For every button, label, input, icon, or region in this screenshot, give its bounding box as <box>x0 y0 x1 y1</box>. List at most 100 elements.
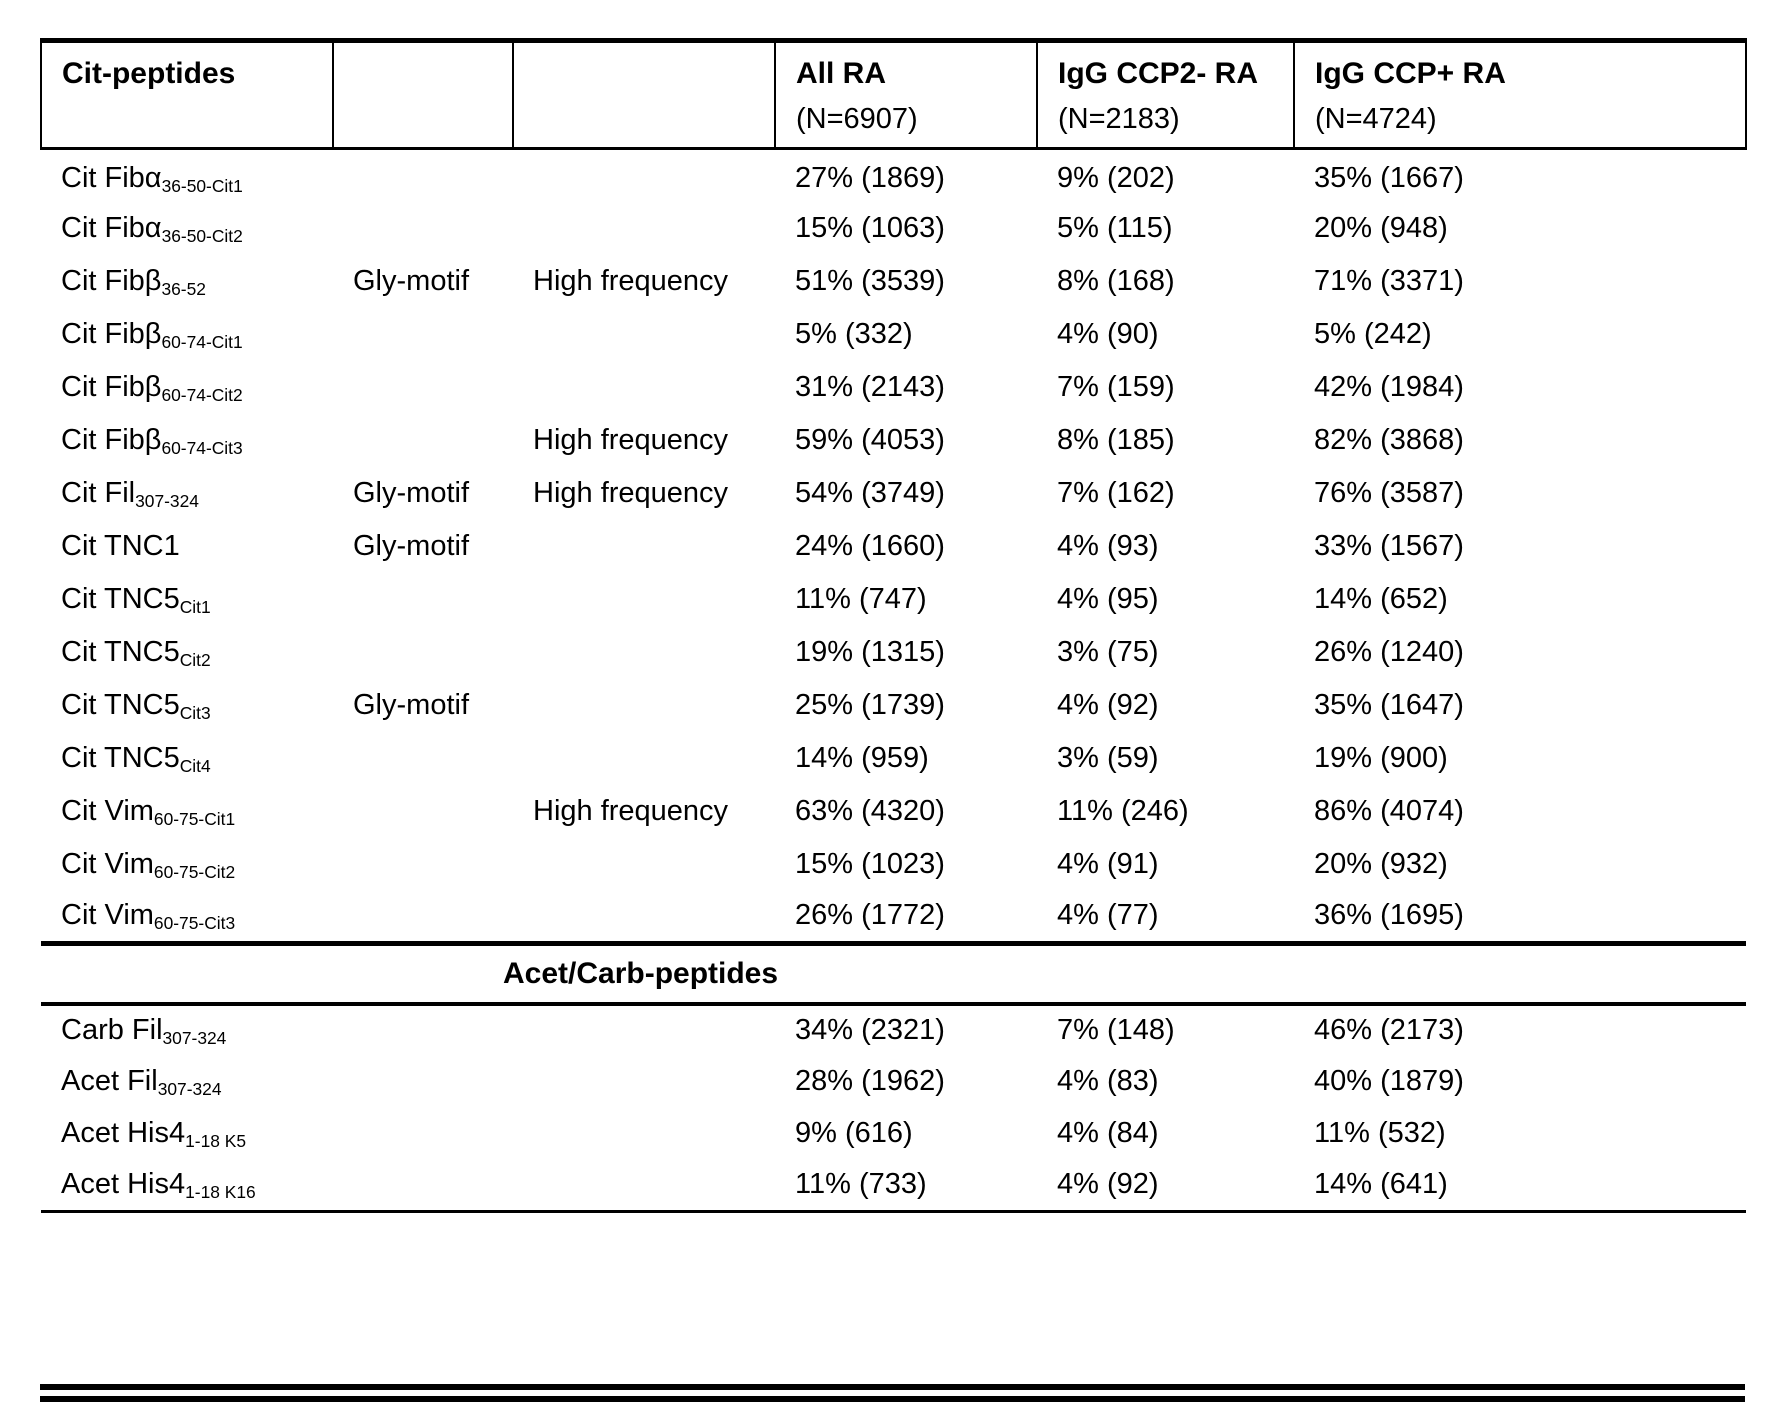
high-frequency-cell: High frequency <box>533 264 729 297</box>
peptide-name: Cit TNC5 <box>61 741 180 774</box>
gly-motif-cell <box>333 1004 513 1056</box>
high-frequency-cell <box>513 732 775 785</box>
gly-motif-cell <box>333 149 513 202</box>
gly-motif-cell: Gly-motif <box>353 476 469 509</box>
header-ccp-pos-label: IgG CCP+ RA <box>1315 57 1506 90</box>
peptide-name-cell: Cit TNC5Cit1 <box>41 573 333 626</box>
table-row: Acet His41-18 K5 9% (616) 4% (84) 11% (532) <box>41 1108 1746 1160</box>
table-row: Cit Fibα36-50-Cit1 27% (1869) 9% (202) 35% … <box>41 149 1746 202</box>
gly-motif-cell <box>333 732 513 785</box>
ccp-pos-value: 20% (948) <box>1314 211 1448 244</box>
table-row: Cit Fibα36-50-Cit2 15% (1063) 5% (115) 20% … <box>41 202 1746 255</box>
peptide-name-subscript: 36-52 <box>161 278 206 299</box>
header-cell-ccp2-neg: IgG CCP2- RA (N=2183) <box>1036 38 1295 150</box>
peptide-name-cell: Cit Fil307-324 <box>41 467 333 520</box>
all-ra-value: 24% (1660) <box>795 529 945 562</box>
table-row: Cit Fibβ60-74-Cit3 High frequency 59% (405… <box>41 414 1746 467</box>
peptide-name-subscript: 60-75-Cit3 <box>153 913 236 934</box>
all-ra-value: 31% (2143) <box>795 370 945 403</box>
gly-motif-cell <box>333 202 513 255</box>
high-frequency-cell <box>513 1159 775 1213</box>
header-all-ra-label: All RA <box>796 57 886 90</box>
high-frequency-cell <box>513 1004 775 1056</box>
all-ra-value: 19% (1315) <box>795 635 945 668</box>
all-ra-value: 11% (747) <box>795 582 927 615</box>
section-band: Acet/Carb-peptides <box>41 941 1746 1006</box>
peptide-name: Cit Fibα <box>61 211 162 244</box>
peptide-name: Cit Vim <box>61 794 154 827</box>
header-cit-peptides-label: Cit-peptides <box>62 57 236 90</box>
peptide-name-cell: Cit Fibβ60-74-Cit2 <box>41 361 333 414</box>
ccp2-neg-value: 4% (83) <box>1057 1065 1159 1097</box>
header-cell-motif-empty <box>332 38 514 150</box>
ccp-pos-value: 86% (4074) <box>1314 794 1464 827</box>
peptide-name-subscript: 60-75-Cit1 <box>153 808 236 829</box>
table-row: Cit Fibβ36-52 Gly-motif High frequency 51% … <box>41 255 1746 308</box>
ccp2-neg-value: 4% (90) <box>1057 317 1159 350</box>
peptide-name-cell: Acet Fil307-324 <box>41 1056 333 1108</box>
peptide-name-subscript: 307-324 <box>162 1027 227 1048</box>
peptide-name-cell: Cit TNC5Cit4 <box>41 732 333 785</box>
ccp-pos-value: 5% (242) <box>1314 317 1432 350</box>
gly-motif-cell <box>333 891 513 944</box>
gly-motif-cell: Gly-motif <box>353 264 469 297</box>
ccp2-neg-value: 8% (185) <box>1057 423 1175 456</box>
table-row: Cit Vim60-75-Cit3 26% (1772) 4% (77) 36% (1… <box>41 891 1746 944</box>
peptide-name: Cit TNC1 <box>61 529 180 562</box>
all-ra-value: 15% (1063) <box>795 211 945 244</box>
all-ra-value: 51% (3539) <box>795 264 945 297</box>
header-cell-all-ra: All RA (N=6907) <box>774 38 1038 150</box>
ccp-pos-value: 82% (3868) <box>1314 423 1464 456</box>
peptide-name: Acet Fil <box>61 1065 158 1097</box>
peptide-name: Cit TNC5 <box>61 635 180 668</box>
table-header: Cit-peptides All RA (N=6907) IgG CCP2- R… <box>40 38 1747 150</box>
table-row: Acet His41-18 K16 11% (733) 4% (92) 14% (64… <box>41 1159 1746 1213</box>
header-cell-frequency-empty <box>512 38 776 150</box>
gly-motif-cell <box>333 414 513 467</box>
table-row: Cit Fil307-324 Gly-motif High frequency 54%… <box>41 467 1746 520</box>
ccp-pos-value: 20% (932) <box>1314 847 1448 880</box>
peptide-name-cell: Cit TNC5Cit2 <box>41 626 333 679</box>
table-row: Cit Vim60-75-Cit2 15% (1023) 4% (91) 20% (9… <box>41 838 1746 891</box>
peptide-name: Cit Fibβ <box>61 423 162 456</box>
ccp2-neg-value: 4% (95) <box>1057 582 1159 615</box>
ccp2-neg-value: 7% (162) <box>1057 476 1175 509</box>
ccp2-neg-value: 7% (148) <box>1057 1014 1175 1046</box>
peptide-name: Cit Fibβ <box>61 370 162 403</box>
peptide-name-subscript: 1-18 K5 <box>185 1130 247 1151</box>
all-ra-value: 28% (1962) <box>795 1065 945 1097</box>
ccp-pos-value: 14% (641) <box>1294 1159 1746 1213</box>
high-frequency-cell: High frequency <box>533 476 729 509</box>
header-ccp2-neg-label: IgG CCP2- RA <box>1058 57 1259 90</box>
table-row: Cit TNC5Cit1 11% (747) 4% (95) 14% (652) <box>41 573 1746 626</box>
ccp-pos-value: 71% (3371) <box>1314 264 1464 297</box>
peptide-name: Cit TNC5 <box>61 582 180 615</box>
peptide-name-subscript: 60-74-Cit1 <box>161 331 243 352</box>
high-frequency-cell <box>513 1108 775 1160</box>
ccp2-neg-value: 4% (92) <box>1037 1159 1294 1213</box>
peptide-name-cell: Cit Vim60-75-Cit1 <box>41 785 333 838</box>
peptide-name-subscript: 60-74-Cit3 <box>161 437 243 458</box>
all-ra-value: 26% (1772) <box>795 899 945 932</box>
table-row: Cit TNC5Cit4 14% (959) 3% (59) 19% (900) <box>41 732 1746 785</box>
peptide-name-subscript: Cit2 <box>179 649 211 670</box>
high-frequency-cell <box>513 679 775 732</box>
ccp-pos-value: 35% (1647) <box>1314 688 1464 721</box>
peptide-name-subscript: 36-50-Cit2 <box>161 225 243 246</box>
peptide-name-cell: Carb Fil307-324 <box>41 1004 333 1056</box>
all-ra-value: 11% (733) <box>775 1159 1037 1213</box>
peptide-name: Cit Vim <box>61 899 154 932</box>
ccp2-neg-value: 11% (246) <box>1057 794 1189 827</box>
peptide-name-subscript: 307-324 <box>157 1078 222 1099</box>
ccp-pos-value: 33% (1567) <box>1314 529 1464 562</box>
ccp2-neg-value: 3% (75) <box>1057 635 1159 668</box>
ccp2-neg-value: 4% (91) <box>1057 847 1159 880</box>
ccp-pos-value: 42% (1984) <box>1314 370 1464 403</box>
peptide-name: Cit Fibβ <box>61 264 162 297</box>
all-ra-value: 5% (332) <box>795 317 913 350</box>
high-frequency-cell <box>513 361 775 414</box>
peptide-name-cell: Cit Fibβ60-74-Cit3 <box>41 414 333 467</box>
high-frequency-cell: High frequency <box>533 423 729 456</box>
high-frequency-cell <box>513 149 775 202</box>
